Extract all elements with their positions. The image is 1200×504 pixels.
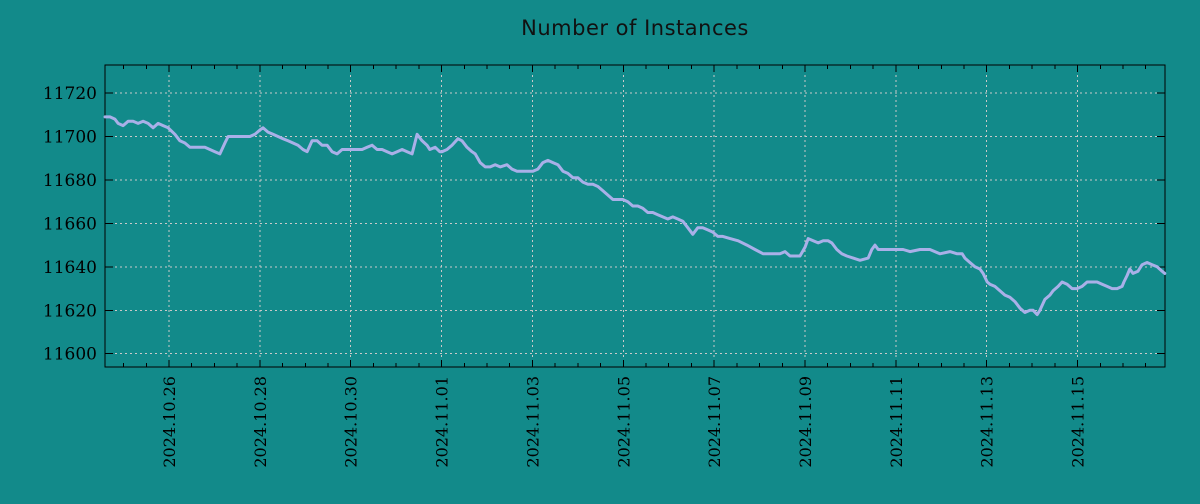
y-tick-label: 11620 — [43, 301, 97, 321]
x-tick-label: 2024.11.07 — [705, 376, 724, 468]
x-tick-label: 2024.11.11 — [887, 376, 906, 468]
x-tick-label: 2024.11.09 — [796, 376, 815, 468]
x-tick-label: 2024.11.13 — [978, 376, 997, 468]
x-tick-label: 2024.11.03 — [523, 376, 542, 468]
y-tick-label: 11600 — [43, 345, 97, 365]
x-tick-label: 2024.11.01 — [433, 376, 452, 468]
chart-title: Number of Instances — [521, 16, 749, 40]
y-tick-label: 11720 — [43, 84, 97, 104]
y-tick-label: 11700 — [43, 127, 97, 147]
x-tick-label: 2024.10.30 — [342, 376, 361, 468]
y-tick-label: 11660 — [43, 214, 97, 234]
x-tick-label: 2024.11.15 — [1069, 376, 1088, 468]
plot-border — [104, 64, 1166, 368]
x-tick-label: 2024.10.26 — [160, 376, 179, 468]
series-line — [103, 115, 1167, 317]
y-tick-label: 11680 — [43, 171, 97, 191]
y-tick-label: 11640 — [43, 258, 97, 278]
x-tick-label: 2024.11.05 — [614, 376, 633, 468]
x-tick-label: 2024.10.28 — [251, 376, 270, 468]
